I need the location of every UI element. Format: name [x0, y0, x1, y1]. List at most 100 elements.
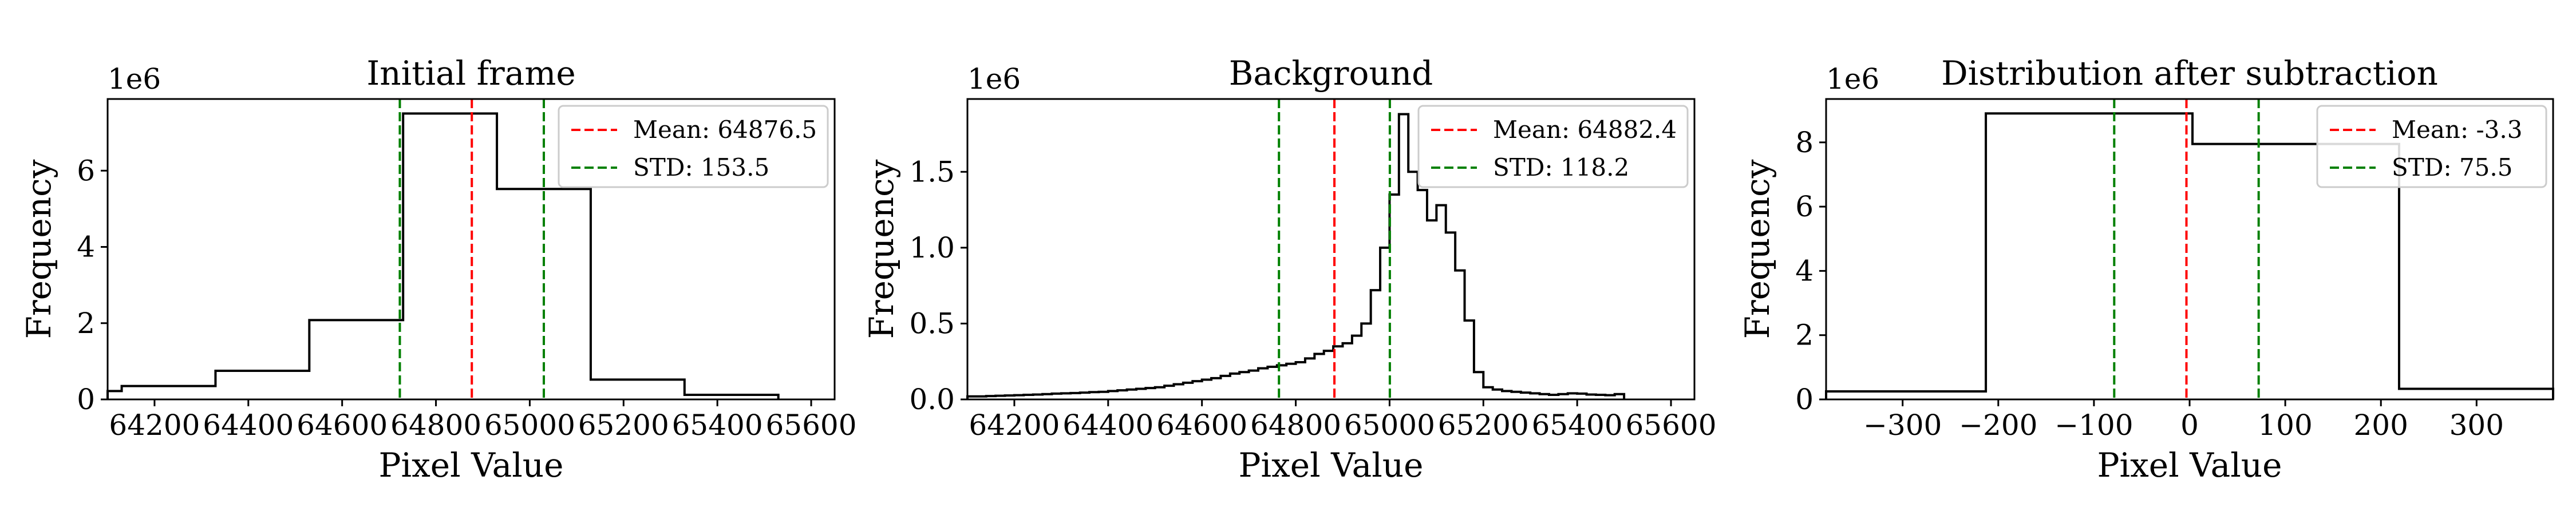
legend-box [558, 105, 829, 188]
legend-box [1417, 105, 1689, 188]
histogram-bin [1127, 390, 1136, 399]
histogram-bin [1324, 351, 1333, 399]
legend: Mean: 64876.5 STD: 153.5 [558, 105, 829, 188]
y-tick-label: 0 [77, 383, 95, 416]
x-tick-label: 64600 [297, 409, 388, 442]
y-tick-label: 4 [1795, 254, 1814, 287]
histogram-bin [1352, 336, 1361, 399]
x-tick-label: 65600 [1626, 409, 1717, 442]
histogram-bin [1305, 358, 1314, 399]
histogram-bin [1202, 380, 1211, 399]
plot-frame [966, 98, 1696, 401]
legend-label: Mean: -3.3 [2392, 116, 2522, 144]
x-tick-label: 65200 [578, 409, 669, 442]
histogram-bin [1164, 386, 1174, 399]
x-tick-label: 0 [2180, 409, 2199, 442]
y-tick-label: 1.5 [909, 155, 955, 188]
histogram-bin [1446, 232, 1455, 399]
x-tick-label: 65200 [1438, 409, 1529, 442]
histogram-bin [403, 113, 497, 399]
histogram-bin [1099, 392, 1108, 399]
x-tick-label: 200 [2353, 409, 2408, 442]
histogram-step [106, 112, 780, 399]
histogram-bin [1826, 391, 1986, 399]
histogram-bin [1314, 354, 1323, 399]
y-tick-label: 1.0 [909, 231, 955, 264]
y-tick-label: 2 [77, 307, 95, 340]
legend-label: STD: 118.2 [1493, 153, 1629, 181]
legend-label: Mean: 64876.5 [633, 116, 817, 144]
histogram-bin [1267, 367, 1277, 399]
y-offset-label: 1e6 [1826, 62, 1879, 96]
histogram-bin [1568, 393, 1577, 399]
histogram-bin [1183, 383, 1192, 399]
histogram-bin [1089, 392, 1099, 399]
histogram-bin [1174, 384, 1183, 399]
x-tick-label: 65400 [1532, 409, 1623, 442]
y-tick-label: 4 [77, 231, 95, 264]
histogram-bin [1521, 393, 1530, 399]
histogram-bin [1361, 323, 1370, 399]
histogram-bin [1577, 394, 1586, 399]
histogram-bin [1436, 205, 1445, 399]
x-axis-label: Pixel Value [379, 446, 564, 485]
chart-title: Distribution after subtraction [1941, 54, 2438, 93]
y-tick-label: 2 [1795, 319, 1814, 352]
histogram-bin [1474, 372, 1483, 399]
histogram-bin [1052, 394, 1061, 399]
x-axis-label: Pixel Value [2097, 446, 2282, 485]
histogram-step [966, 113, 1626, 399]
histogram-bin [1239, 372, 1249, 399]
x-tick-label: −100 [2055, 409, 2133, 442]
legend-label: STD: 75.5 [2392, 153, 2512, 181]
histogram-bin [1427, 220, 1436, 399]
histogram-bin [2399, 389, 2553, 399]
x-axis-label: Pixel Value [1239, 446, 1424, 485]
y-tick-label: 0 [1795, 383, 1814, 416]
histogram-bin [108, 391, 122, 399]
histogram-bin [1249, 371, 1258, 399]
histogram-bin [122, 386, 216, 399]
panel-after-subtraction: −300 −200 −100 0 100 200 300 0 2 4 6 8 1e6 Distributi… [1738, 54, 2554, 485]
y-offset-label: 1e6 [108, 62, 161, 96]
x-tick-label: 65600 [766, 409, 857, 442]
histogram-bin [1192, 381, 1202, 399]
histogram-bin [1108, 391, 1117, 399]
histogram-bin [215, 371, 309, 399]
histogram-bin [1230, 374, 1239, 399]
panel-initial-frame: 64200 64400 64600 64800 65000 65200 65400 65600… [19, 54, 857, 485]
y-tick-label: 6 [77, 154, 95, 187]
histogram-bin [1371, 290, 1380, 399]
x-tick-label: 65000 [1344, 409, 1435, 442]
legend: Mean: -3.3 STD: 75.5 [2316, 105, 2547, 188]
legend: Mean: 64882.4 STD: 118.2 [1417, 105, 1689, 188]
histogram-bin [1117, 390, 1127, 399]
y-offset-label: 1e6 [967, 62, 1021, 96]
histogram-bin [309, 320, 403, 399]
x-tick-label: 64200 [969, 409, 1060, 442]
y-tick-label: 8 [1795, 126, 1814, 159]
x-tick-label: 64200 [109, 409, 200, 442]
y-axis-label: Frequency [19, 159, 58, 339]
x-tick-label: 64800 [1250, 409, 1341, 442]
histogram-bin [1211, 378, 1220, 399]
histogram-bin [1220, 376, 1230, 399]
histogram-bin [1511, 392, 1520, 399]
histogram-bin [1136, 389, 1145, 399]
plot-frame [106, 98, 836, 401]
histogram-bin [1342, 343, 1352, 399]
y-tick-label: 0.0 [909, 383, 955, 416]
histogram-bin [1061, 393, 1070, 399]
y-axis-label: Frequency [862, 159, 901, 339]
histogram-bin [1493, 390, 1502, 399]
y-tick-label: 0.5 [909, 307, 955, 340]
y-axis-label: Frequency [1738, 159, 1777, 339]
histogram-bin [1986, 113, 2192, 399]
histogram-bin [1465, 320, 1474, 399]
histogram-bin [1408, 172, 1417, 399]
histogram-bin [1296, 362, 1305, 399]
x-tick-label: 64800 [390, 409, 481, 442]
histogram-bin [1399, 114, 1408, 399]
x-tick-label: 64400 [203, 409, 294, 442]
